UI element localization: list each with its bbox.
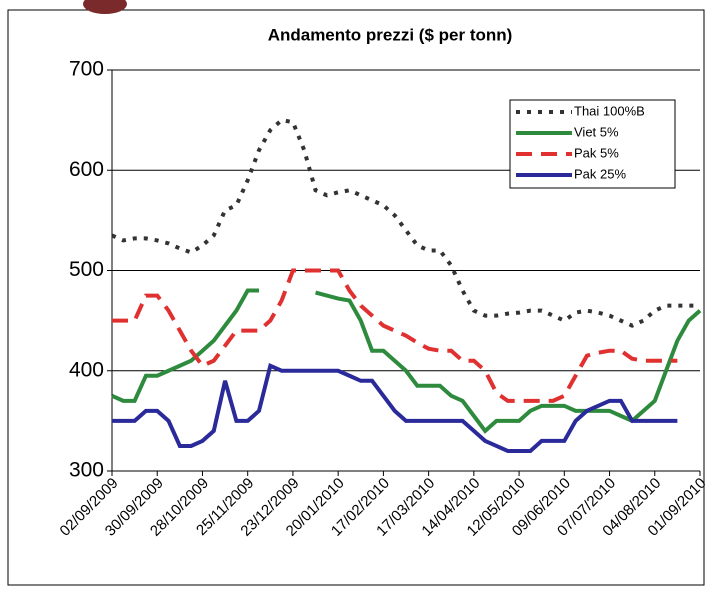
legend-label: Thai 100%B [574,103,645,118]
chart: Andamento prezzi ($ per tonn) 300 400 500 6… [0,0,707,588]
legend-label: Pak 5% [574,145,619,160]
chart-title: Andamento prezzi ($ per tonn) [268,25,513,44]
y-tick-label: 500 [69,258,104,281]
y-tick-label: 600 [69,158,104,181]
legend-label: Pak 25% [574,166,626,181]
y-tick-label: 400 [69,358,104,381]
legend-label: Viet 5% [574,124,619,139]
y-tick-label: 700 [69,58,104,81]
y-tick-label: 300 [69,459,104,482]
